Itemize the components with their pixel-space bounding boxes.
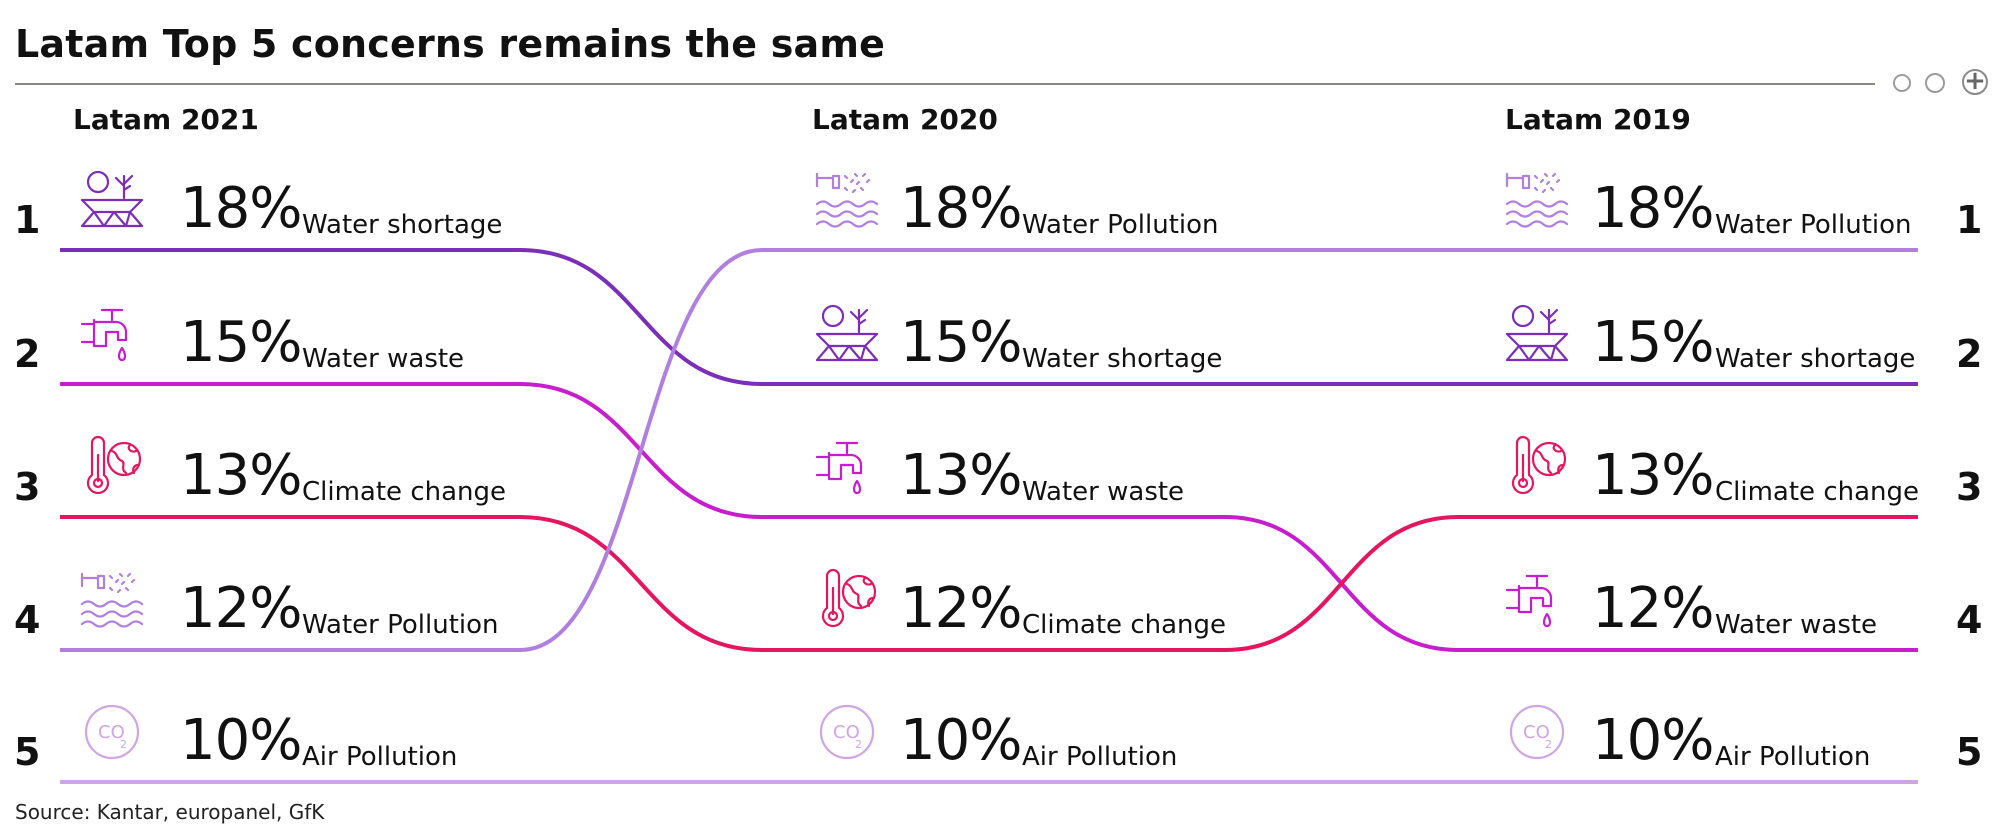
thermometer-globe-icon (815, 568, 879, 632)
rank-number: 5 (1956, 730, 1983, 774)
dripping-tap-icon (1505, 568, 1569, 632)
polluted-water-icon (815, 168, 879, 232)
series-line-water-shortage (60, 248, 1918, 386)
column-heading-1: Latam 2020 (812, 103, 998, 136)
value-label: 18% (1592, 176, 1714, 241)
svg-text:CO: CO (98, 722, 125, 743)
value-label: 13% (180, 443, 302, 508)
value-label: 10% (1592, 708, 1714, 773)
thermometer-globe-icon (1505, 435, 1569, 499)
co2-icon: CO 2 (1505, 700, 1569, 764)
page-dot-1[interactable] (1893, 74, 1911, 92)
column-heading-2: Latam 2019 (1505, 103, 1691, 136)
svg-text:CO: CO (1523, 722, 1550, 743)
drought-icon (80, 168, 144, 232)
co2-icon: CO 2 (80, 700, 144, 764)
page-dot-2[interactable] (1925, 73, 1945, 93)
rank-number: 1 (1956, 198, 1983, 242)
concern-label: Water shortage (1715, 344, 1916, 374)
dripping-tap-icon (815, 435, 879, 499)
rank-number: 4 (1956, 598, 1983, 642)
value-label: 10% (180, 708, 302, 773)
concern-label: Water shortage (302, 210, 503, 240)
add-icon[interactable]: + (1962, 68, 1988, 95)
chart-title: Latam Top 5 concerns remains the same (15, 22, 886, 66)
concern-label: Climate change (302, 477, 507, 507)
title-rule (15, 83, 1875, 85)
rank-number: 3 (14, 465, 41, 509)
concern-label: Water Pollution (302, 610, 499, 640)
concern-label: Climate change (1715, 477, 1920, 507)
concern-label: Climate change (1022, 610, 1227, 640)
value-label: 15% (180, 310, 302, 375)
co2-icon: CO 2 (815, 700, 879, 764)
svg-text:2: 2 (855, 738, 862, 751)
value-label: 12% (900, 576, 1022, 641)
concern-label: Water waste (1022, 477, 1185, 507)
svg-text:2: 2 (1545, 738, 1552, 751)
value-label: 15% (1592, 310, 1714, 375)
rank-number: 1 (14, 198, 41, 242)
thermometer-globe-icon (80, 435, 144, 499)
series-line-water-waste (60, 382, 1918, 652)
dripping-tap-icon (80, 302, 144, 366)
value-label: 12% (180, 576, 302, 641)
drought-icon (815, 302, 879, 366)
concern-label: Water Pollution (1022, 210, 1219, 240)
rank-number: 5 (14, 730, 41, 774)
value-label: 15% (900, 310, 1022, 375)
rank-number: 4 (14, 598, 41, 642)
series-line-climate-change (60, 515, 1918, 652)
concern-label: Air Pollution (1715, 742, 1871, 772)
series-line-water-pollution (60, 248, 1918, 652)
concern-label: Water shortage (1022, 344, 1223, 374)
concern-label: Water Pollution (1715, 210, 1912, 240)
value-label: 13% (1592, 443, 1714, 508)
value-label: 18% (180, 176, 302, 241)
concern-label: Water waste (1715, 610, 1878, 640)
column-heading-0: Latam 2021 (73, 103, 259, 136)
polluted-water-icon (1505, 168, 1569, 232)
svg-text:2: 2 (120, 738, 127, 751)
concern-label: Water waste (302, 344, 465, 374)
polluted-water-icon (80, 568, 144, 632)
source-note: Source: Kantar, europanel, GfK (15, 800, 325, 824)
value-label: 12% (1592, 576, 1714, 641)
rank-number: 2 (14, 332, 41, 376)
rank-number: 3 (1956, 465, 1983, 509)
svg-text:CO: CO (833, 722, 860, 743)
drought-icon (1505, 302, 1569, 366)
rank-number: 2 (1956, 332, 1983, 376)
concern-label: Air Pollution (302, 742, 458, 772)
concern-label: Air Pollution (1022, 742, 1178, 772)
value-label: 10% (900, 708, 1022, 773)
value-label: 18% (900, 176, 1022, 241)
value-label: 13% (900, 443, 1022, 508)
